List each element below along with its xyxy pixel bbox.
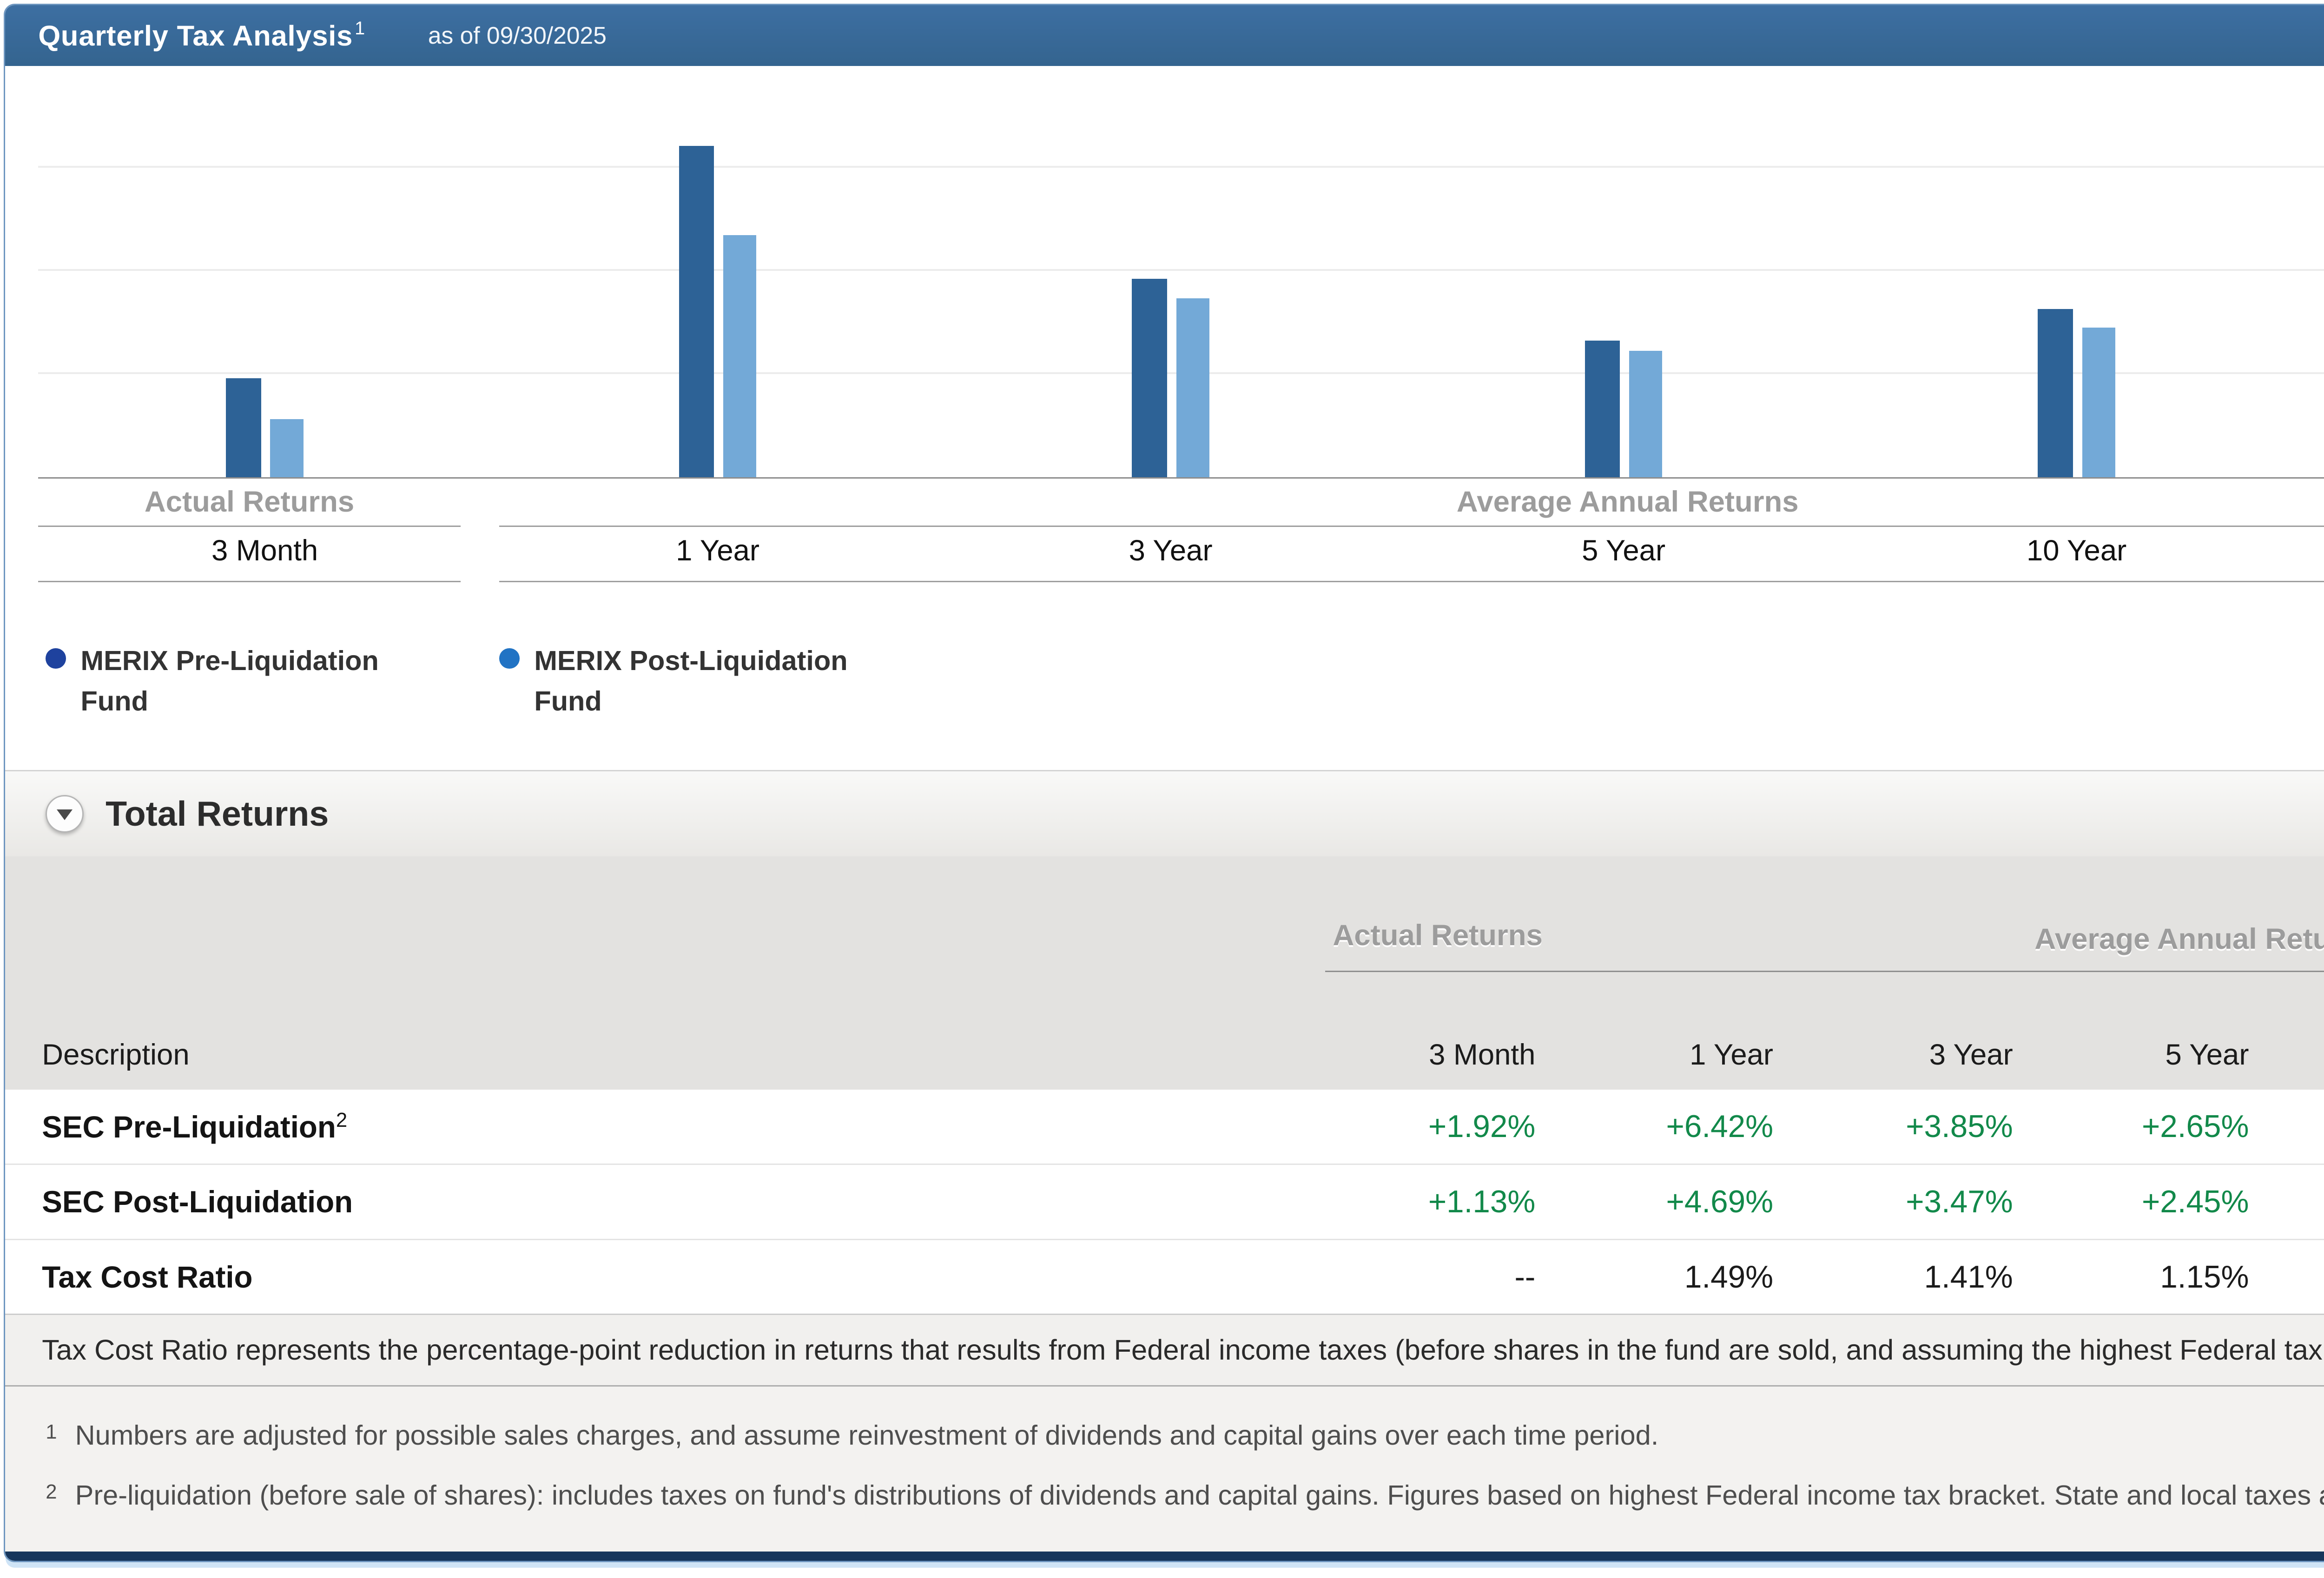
bar-group-1-year [491,118,944,478]
column-header-1-year: 1 Year [1690,1038,1774,1071]
chart-category-label: 3 Month [211,534,318,567]
cell-value: 1.15% [2027,1238,2264,1314]
legend: MERIX Pre-Liquidation Fund MERIX Post-Liq… [5,585,2324,770]
page-title: Quarterly Tax Analysis 1 [38,18,365,53]
performance-chart: 2%4%6% Actual Returns Average Annual Ret… [5,66,2324,586]
cell-value: +2.65% [2027,1090,2264,1164]
chart-category-label: 5 Year [1582,534,1666,567]
table-group-header-row: Actual Returns Average Annual Returns [5,856,2324,972]
collapse-toggle-button[interactable] [46,795,84,833]
returns-table: Actual Returns Average Annual Returns De… [5,856,2324,1314]
cell-value: +4.69% [1550,1164,1788,1240]
bar-post-liquidation [1629,351,1663,478]
chevron-down-icon [56,809,73,820]
column-header-description: Description [42,1038,190,1071]
as-of-date: as of 09/30/2025 [428,22,607,49]
legend-item: MERIX Pre-Liquidation Fund [38,641,492,770]
table-column-header-row: Description 3 Month 1 Year 3 Year 5 Year 10 Y… [5,971,2324,1090]
cell-value: 1.41% [1788,1238,2028,1314]
chart-plot [38,118,2324,479]
quarterly-tax-analysis-widget: Quarterly Tax Analysis 1 as of 09/30/2025… [3,3,2324,1562]
tax-cost-note: Tax Cost Ratio represents the percentage… [5,1314,2324,1387]
chart-group-label-average: Average Annual Returns [1456,486,1799,519]
table-group-header-average: Average Annual Returns [1788,856,2324,972]
row-label: SEC Post-Liquidation [5,1164,1326,1240]
chart-group-label-band: Actual Returns Average Annual Returns [5,479,2324,527]
cell-value: 0.93% [2264,1238,2324,1314]
bar-pre-liquidation [2038,309,2073,478]
cell-value: +1.92% [1325,1090,1551,1164]
cell-value: +3.47% [1788,1164,2028,1240]
chart-category-label: 10 Year [2026,534,2127,567]
chart-plot-area: 2%4%6% [5,66,2324,479]
chart-category-label: 3 Year [1129,534,1213,567]
bar-post-liquidation [2082,328,2115,478]
bar-post-liquidation [270,419,304,478]
footnote-text: Pre-liquidation (before sale of shares):… [75,1479,2324,1511]
bar-group-since-inception [2303,118,2324,478]
legend-swatch-post-liquidation [499,648,520,669]
row-label: Tax Cost Ratio [5,1238,1326,1314]
bottom-accent-bar [5,1552,2324,1561]
cell-value: +2.90% [2264,1164,2324,1240]
footnotes: 1 Numbers are adjusted for possible sales… [5,1387,2324,1561]
bar-group-10-year [1850,118,2303,478]
cell-value: +3.26% [2264,1090,2324,1164]
gridline [38,166,2324,168]
title-superscript: 1 [355,18,365,39]
table-body: SEC Pre-Liquidation2 +1.92% +6.42% +3.85% +2… [5,1090,2324,1314]
total-returns-section-header: Total Returns [5,770,2324,856]
legend-label: MERIX Post-Liquidation Fund [534,645,848,717]
footnote-marker: 1 [46,1420,57,1443]
header-bar: Quarterly Tax Analysis 1 as of 09/30/2025 [5,5,2324,66]
cell-value: -- [1325,1238,1551,1314]
cell-value: 1.49% [1550,1238,1788,1314]
chart-group-label-actual: Actual Returns [144,486,355,519]
cell-value: +2.45% [2027,1164,2264,1240]
chart-group-actual: Actual Returns [38,479,461,527]
chart-group-average: Average Annual Returns [499,479,2324,527]
legend-label: MERIX Pre-Liquidation Fund [80,645,379,717]
gridline [38,269,2324,271]
bar-pre-liquidation [1132,278,1167,478]
legend-item: MERIX Post-Liquidation Fund [492,641,945,770]
chart-category-label: 1 Year [676,534,760,567]
table-row: SEC Pre-Liquidation2 +1.92% +6.42% +3.85% +2… [5,1090,2324,1164]
bar-pre-liquidation [226,378,261,478]
legend-swatch-pre-liquidation [46,648,66,669]
footnote-marker: 2 [46,1481,57,1504]
bar-group-3-year [944,118,1397,478]
table-row: SEC Post-Liquidation +1.13% +4.69% +3.47% +2… [5,1164,2324,1240]
table-group-header-actual: Actual Returns [1325,856,1551,972]
bar-group-3-month [38,118,491,478]
bar-pre-liquidation [679,146,714,478]
cell-value: +1.13% [1325,1164,1551,1240]
footnote-1: 1 Numbers are adjusted for possible sales… [46,1416,2324,1454]
bar-pre-liquidation [1585,341,1620,478]
bar-group-5-year [1397,118,1850,478]
row-label: SEC Pre-Liquidation2 [5,1090,1326,1164]
bar-post-liquidation [1176,298,1209,478]
column-header-3-month: 3 Month [1429,1038,1536,1071]
bar-post-liquidation [723,235,757,478]
column-header-10-year: 10 Year [2264,971,2324,1090]
section-title: Total Returns [106,794,329,834]
footnote-text: Numbers are adjusted for possible sales … [75,1419,1659,1451]
column-header-3-year: 3 Year [1929,1038,2013,1071]
column-header-5-year: 5 Year [2165,1038,2249,1071]
table-row: Tax Cost Ratio--1.49%1.41%1.15%0.93%-- [5,1238,2324,1314]
cell-value: +3.85% [1788,1090,2028,1164]
footnote-2: 2 Pre-liquidation (before sale of shares)… [46,1476,2324,1514]
cell-value: +6.42% [1550,1090,1788,1164]
